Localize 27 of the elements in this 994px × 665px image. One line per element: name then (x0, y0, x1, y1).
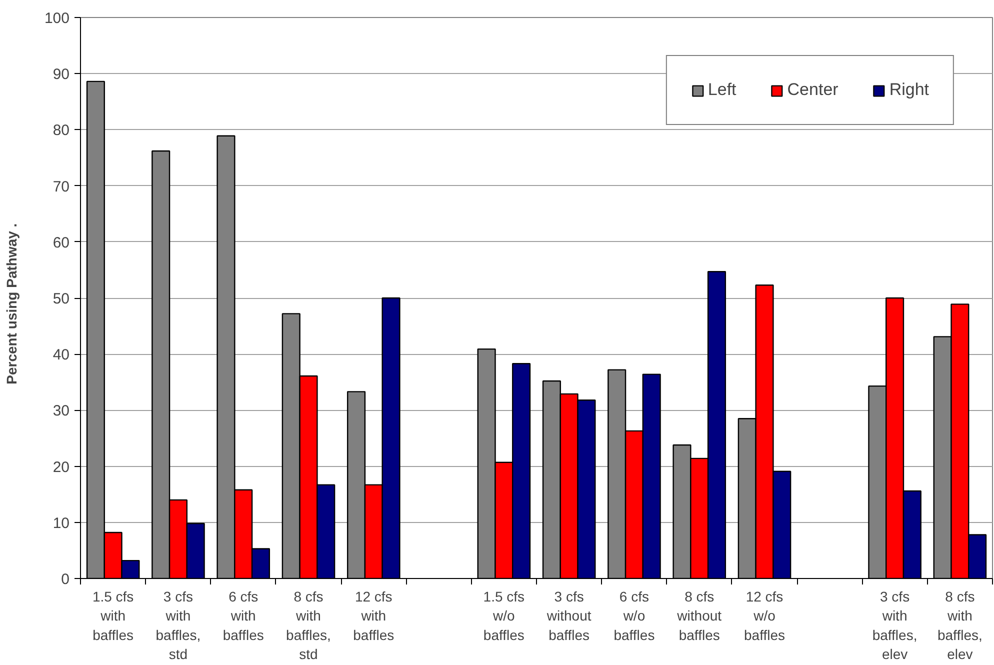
legend-label: Center (787, 80, 838, 100)
x-tick-label: 8 cfs with baffles, std (286, 588, 331, 662)
y-tick-label: 100 (44, 10, 70, 27)
y-tick-label: 60 (52, 234, 70, 252)
y-tick-label: 30 (52, 402, 70, 420)
y-tick-label: 70 (52, 178, 70, 196)
x-tick-label: 1.5 cfs w/o baffles (483, 588, 525, 643)
y-tick-label: 90 (52, 66, 70, 84)
x-tick-label: 8 cfs with baffles, elev (937, 588, 982, 662)
y-tick-label: 50 (52, 290, 70, 308)
x-tick-label: 6 cfs w/o baffles (614, 588, 655, 643)
x-tick-label: 3 cfs with baffles, std (156, 588, 201, 662)
y-tick-label: 10 (52, 514, 70, 532)
y-tick-label: 0 (61, 571, 70, 588)
x-tick-label: 12 cfs w/o baffles (744, 588, 785, 643)
x-tick-label: 3 cfs without baffles (546, 588, 592, 643)
x-tick-label: 3 cfs with baffles, elev (872, 588, 918, 662)
legend-label: Right (889, 80, 929, 100)
y-axis-title: Percent using Pathway . (3, 223, 20, 384)
y-tick-label: 40 (52, 346, 70, 364)
y-tick-label: 20 (52, 458, 70, 476)
y-tick-label: 80 (52, 122, 70, 140)
x-tick-label: 12 cfs with baffles (353, 588, 394, 643)
x-tick-label: 8 cfs without baffles (676, 588, 722, 643)
x-tick-label: 1.5 cfs with baffles (92, 588, 134, 643)
legend-label: Left (708, 80, 736, 100)
x-tick-label: 6 cfs with baffles (222, 588, 264, 643)
